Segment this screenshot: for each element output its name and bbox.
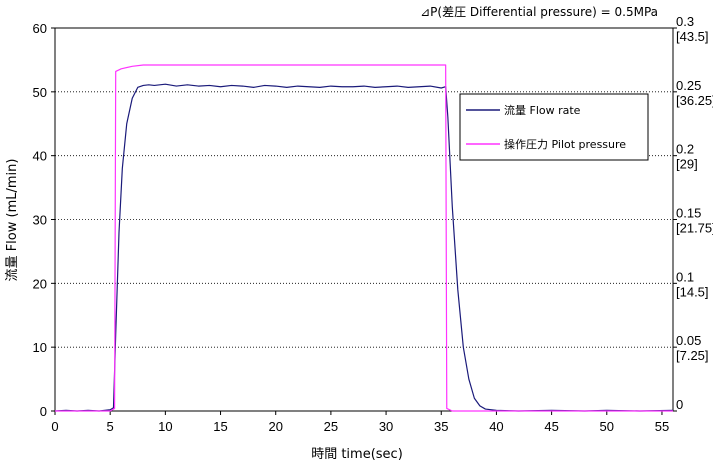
y-tick-label: 0 xyxy=(40,404,47,419)
y-tick-label: 10 xyxy=(33,340,47,355)
x-axis-title: 時間 time(sec) xyxy=(311,447,403,462)
series-line-flow-rate xyxy=(54,83,674,412)
y-tick-label: 30 xyxy=(33,213,47,228)
y2-tick-sublabel: [36.25] xyxy=(676,93,713,108)
x-tick-label: 15 xyxy=(213,419,227,434)
legend-box xyxy=(459,93,649,161)
y2-tick-label: 0.2 xyxy=(676,142,694,157)
y2-tick-label: 0.1 xyxy=(676,269,694,284)
y2-tick-sublabel: [29] xyxy=(676,157,698,172)
y2-tick-label: 0.05 xyxy=(676,333,701,348)
grid-lines xyxy=(55,91,673,348)
series-line-pilot-pressure xyxy=(55,64,673,412)
x-tick-label: 20 xyxy=(268,419,282,434)
legend-label-flow-rate: 流量 Flow rate xyxy=(504,103,581,117)
chart-header-annotation: ⊿P(差圧 Differential pressure) = 0.5MPa xyxy=(420,5,658,19)
x-tick-label: 35 xyxy=(434,419,448,434)
y-tick-label: 40 xyxy=(33,149,47,164)
y-axis-title: 流量 Flow (mL/min) xyxy=(5,159,20,282)
y2-tick-sublabel: [43.5] xyxy=(676,29,709,44)
x-tick-label: 40 xyxy=(489,419,503,434)
y-tick-label: 20 xyxy=(33,276,47,291)
y2-tick-label: 0 xyxy=(676,397,683,412)
y2-tick-label: 0.25 xyxy=(676,78,701,93)
y2-tick-sublabel: [21.75] xyxy=(676,221,713,236)
y2-tick-label: 0.3 xyxy=(676,14,694,29)
x-tick-label: 25 xyxy=(324,419,338,434)
x-tick-label: 45 xyxy=(544,419,558,434)
x-tick-label: 5 xyxy=(107,419,114,434)
y-tick-label: 60 xyxy=(33,21,47,36)
y2-tick-sublabel: [7.25] xyxy=(676,348,709,363)
x-tick-label: 0 xyxy=(51,419,58,434)
x-tick-label: 55 xyxy=(655,419,669,434)
x-tick-label: 50 xyxy=(600,419,614,434)
y2-tick-label: 0.15 xyxy=(676,206,701,221)
x-tick-label: 30 xyxy=(379,419,393,434)
series-layer xyxy=(54,64,674,412)
y2-axis-ticks: 0 0.05[7.25] 0.1[14.5] 0.15[21.75] 0.2[29] 0.… xyxy=(673,14,713,412)
x-axis-ticks: 0 5 10 15 20 25 30 35 40 45 50 55 xyxy=(51,411,669,434)
x-tick-label: 10 xyxy=(158,419,172,434)
legend-label-pilot-pressure: 操作圧力 Pilot pressure xyxy=(504,137,626,151)
y-tick-label: 50 xyxy=(33,85,47,100)
y2-tick-sublabel: [14.5] xyxy=(676,284,709,299)
legend: 流量 Flow rate 操作圧力 Pilot pressure xyxy=(459,93,649,161)
y-axis-ticks: 0 10 20 30 40 50 60 xyxy=(33,21,55,419)
